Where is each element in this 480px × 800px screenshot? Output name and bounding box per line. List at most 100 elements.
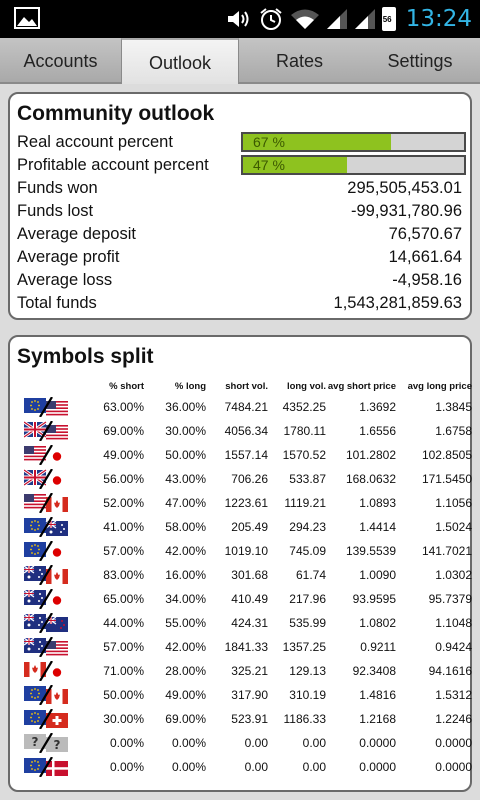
table-cell: 30.00% xyxy=(165,424,206,438)
currency-pair-flag-icon xyxy=(24,421,68,441)
table-cell: 0.00% xyxy=(171,736,206,750)
table-cell: 141.7021 xyxy=(421,544,472,558)
progress-text: 67 % xyxy=(253,134,285,150)
stat-row-average-loss: Average loss -4,958.16 xyxy=(17,269,462,292)
table-cell: 69.00% xyxy=(103,424,144,438)
table-cell: 42.00% xyxy=(165,640,206,654)
real-account-row: Real account percent 67 % xyxy=(17,131,466,154)
tab-bar: Accounts Outlook Rates Settings xyxy=(0,38,480,84)
table-cell: 217.96 xyxy=(289,592,326,606)
table-row[interactable]: 69.00% 30.00% 4056.34 1780.11 1.6556 1.6758 xyxy=(22,419,472,443)
table-cell: 1019.10 xyxy=(224,544,268,558)
table-row[interactable]: 52.00% 47.00% 1223.61 1119.21 1.0893 1.1056 xyxy=(22,491,472,515)
column-header: avg long price xyxy=(407,381,472,392)
table-cell: 43.00% xyxy=(165,472,206,486)
table-row[interactable]: 44.00% 55.00% 424.31 535.99 1.0802 1.1048 xyxy=(22,611,472,635)
table-row[interactable]: 65.00% 34.00% 410.49 217.96 93.9595 95.7379 xyxy=(22,587,472,611)
table-row[interactable]: 83.00% 16.00% 301.68 61.74 1.0090 1.0302 xyxy=(22,563,472,587)
volume-icon xyxy=(227,11,249,27)
table-cell: 61.74 xyxy=(295,568,326,582)
table-cell: 310.19 xyxy=(289,688,326,702)
table-cell: 1.2246 xyxy=(435,712,472,726)
tab-settings[interactable]: Settings xyxy=(387,51,453,71)
currency-pair-flag-icon xyxy=(24,637,68,657)
table-cell: 205.49 xyxy=(231,520,268,534)
table-cell: 7484.21 xyxy=(224,400,268,414)
table-cell: 30.00% xyxy=(103,712,144,726)
table-cell: 28.00% xyxy=(165,664,206,678)
table-cell: 49.00% xyxy=(103,448,144,462)
profitable-account-label: Profitable account percent xyxy=(17,156,209,174)
table-cell: 294.23 xyxy=(289,520,326,534)
table-cell: 49.00% xyxy=(165,688,206,702)
real-account-progress: 67 % xyxy=(241,132,466,152)
column-header: short vol. xyxy=(225,381,268,392)
table-cell: 1.5024 xyxy=(435,520,472,534)
table-cell: 0.00% xyxy=(171,760,206,774)
table-row[interactable]: 56.00% 43.00% 706.26 533.87 168.0632 171.5450 xyxy=(22,467,472,491)
table-row[interactable]: 57.00% 42.00% 1019.10 745.09 139.5539 141.702… xyxy=(22,539,472,563)
table-cell: 1570.52 xyxy=(282,448,326,462)
column-header: % short xyxy=(109,381,144,392)
tab-rates[interactable]: Rates xyxy=(275,51,324,71)
table-cell: 168.0632 xyxy=(345,472,396,486)
table-cell: 1.6556 xyxy=(359,424,396,438)
table-cell: 101.2802 xyxy=(345,448,396,462)
tab-accounts[interactable]: Accounts xyxy=(23,51,98,71)
table-row[interactable]: 41.00% 58.00% 205.49 294.23 1.4414 1.5024 xyxy=(22,515,472,539)
progress-text: 47 % xyxy=(253,157,285,173)
table-row[interactable]: ?? 0.00% 0.00% 0.00 0.00 0.0000 0.0000 xyxy=(22,731,472,755)
table-row[interactable]: 57.00% 42.00% 1841.33 1357.25 0.9211 0.9424 xyxy=(22,635,472,659)
tab-outlook[interactable]: Outlook xyxy=(121,38,239,84)
table-cell: 0.9211 xyxy=(360,640,396,654)
table-row[interactable]: 71.00% 28.00% 325.21 129.13 92.3408 94.1616 xyxy=(22,659,472,683)
table-cell: 42.00% xyxy=(165,544,206,558)
currency-pair-flag-icon xyxy=(24,613,68,633)
stat-label: Average loss xyxy=(17,271,113,289)
stat-label: Total funds xyxy=(17,294,97,312)
table-cell: 1.4816 xyxy=(359,688,396,702)
table-cell: 325.21 xyxy=(231,664,268,678)
table-cell: 0.0000 xyxy=(359,760,396,774)
table-cell: 317.90 xyxy=(231,688,268,702)
symbols-split-panel: Symbols split % short % long short vol. … xyxy=(8,335,472,792)
progress-fill xyxy=(243,157,347,173)
clock: 13:24 xyxy=(405,6,472,32)
table-row[interactable]: 49.00% 50.00% 1557.14 1570.52 101.2802 102.85… xyxy=(22,443,472,467)
table-cell: 55.00% xyxy=(165,616,206,630)
table-row[interactable]: 0.00% 0.00% 0.00 0.00 0.0000 0.0000 xyxy=(22,755,472,779)
table-cell: 1.3692 xyxy=(359,400,396,414)
progress-fill xyxy=(243,134,392,150)
currency-pair-flag-icon xyxy=(24,709,68,729)
profitable-account-progress: 47 % xyxy=(241,155,466,175)
real-account-label: Real account percent xyxy=(17,133,173,151)
stat-value: -99,931,780.96 xyxy=(350,202,462,220)
table-cell: 71.00% xyxy=(103,664,144,678)
stat-row-funds-lost: Funds lost -99,931,780.96 xyxy=(17,200,462,223)
table-cell: 65.00% xyxy=(103,592,144,606)
table-cell: 1780.11 xyxy=(283,424,327,438)
profitable-account-row: Profitable account percent 47 % xyxy=(17,154,466,177)
table-cell: 50.00% xyxy=(165,448,206,462)
table-cell: 535.99 xyxy=(289,616,326,630)
table-cell: 1.0893 xyxy=(359,496,396,510)
table-cell: 1557.14 xyxy=(224,448,268,462)
table-cell: 1.0802 xyxy=(359,616,396,630)
stat-value: 1,543,281,859.63 xyxy=(333,294,462,312)
table-cell: 92.3408 xyxy=(352,664,396,678)
table-cell: 523.91 xyxy=(231,712,268,726)
table-row[interactable]: 30.00% 69.00% 523.91 1186.33 1.2168 1.2246 xyxy=(22,707,472,731)
table-cell: 56.00% xyxy=(103,472,144,486)
signal-icon xyxy=(326,9,347,29)
table-row[interactable]: 63.00% 36.00% 7484.21 4352.25 1.3692 1.3845 xyxy=(22,395,472,419)
table-cell: 171.5450 xyxy=(421,472,472,486)
status-bar: 56 13:24 xyxy=(0,0,480,38)
table-cell: 93.9595 xyxy=(352,592,396,606)
currency-pair-flag-icon xyxy=(24,397,68,417)
table-cell: 1.6758 xyxy=(435,424,472,438)
svg-text:?: ? xyxy=(32,735,39,749)
table-cell: 4056.34 xyxy=(224,424,268,438)
table-cell: 36.00% xyxy=(165,400,206,414)
table-cell: 533.87 xyxy=(289,472,326,486)
table-row[interactable]: 50.00% 49.00% 317.90 310.19 1.4816 1.5312 xyxy=(22,683,472,707)
